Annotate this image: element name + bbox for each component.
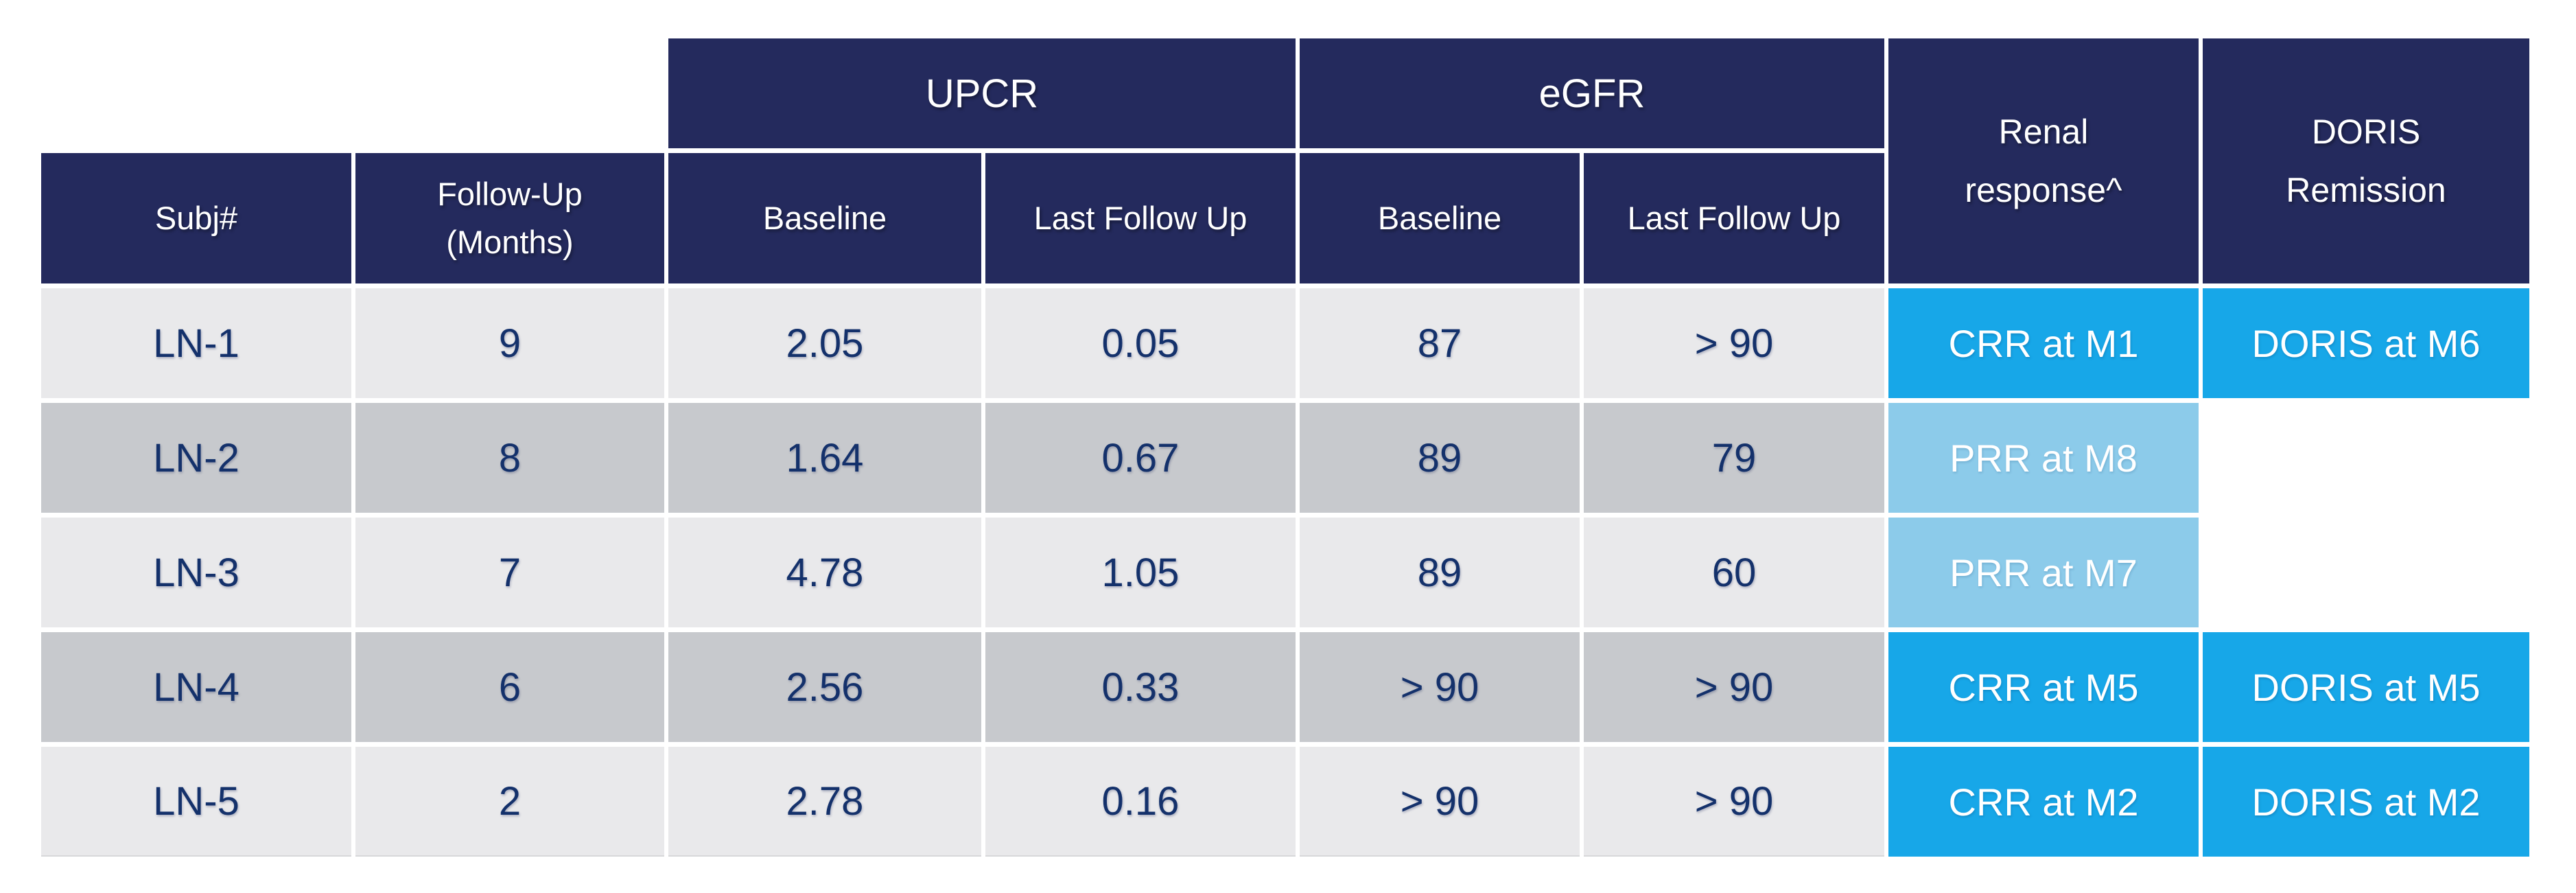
outcomes-table: UPCR eGFR Renal response^ DORIS Remissio… — [41, 38, 2529, 857]
renal-response-header: Renal response^ — [1888, 38, 2199, 283]
subj-cell: LN-3 — [41, 518, 351, 627]
upcr-baseline-cell: 4.78 — [668, 518, 981, 627]
doris-remission-header-line1: DORIS — [2311, 112, 2421, 151]
renal-response-cell: CRR at M2 — [1888, 747, 2199, 857]
egfr-lastfu-cell: 79 — [1584, 403, 1884, 513]
upcr-lastfu-header: Last Follow Up — [985, 153, 1296, 283]
upcr-baseline-cell: 2.56 — [668, 632, 981, 742]
upcr-lastfu-cell: 0.16 — [985, 747, 1296, 857]
upcr-baseline-cell: 2.78 — [668, 747, 981, 857]
egfr-baseline-cell: 87 — [1300, 288, 1580, 398]
months-cell: 2 — [355, 747, 664, 857]
renal-response-cell: CRR at M5 — [1888, 632, 2199, 742]
subj-header: Subj# — [41, 153, 351, 283]
subj-cell: LN-1 — [41, 288, 351, 398]
doris-cell: DORIS at M5 — [2203, 632, 2529, 742]
renal-response-cell: PRR at M7 — [1888, 518, 2199, 627]
upcr-group-header: UPCR — [668, 38, 1296, 148]
egfr-lastfu-cell: > 90 — [1584, 288, 1884, 398]
upcr-lastfu-cell: 0.05 — [985, 288, 1296, 398]
egfr-lastfu-header: Last Follow Up — [1584, 153, 1884, 283]
upcr-baseline-cell: 2.05 — [668, 288, 981, 398]
subj-cell: LN-2 — [41, 403, 351, 513]
egfr-group-header: eGFR — [1300, 38, 1884, 148]
egfr-baseline-cell: 89 — [1300, 403, 1580, 513]
doris-cell: DORIS at M6 — [2203, 288, 2529, 398]
followup-header-line1: Follow-Up — [437, 175, 583, 212]
egfr-baseline-cell: > 90 — [1300, 632, 1580, 742]
followup-header-line2: (Months) — [446, 224, 574, 260]
months-cell: 6 — [355, 632, 664, 742]
doris-remission-header: DORIS Remission — [2203, 38, 2529, 283]
upcr-baseline-header: Baseline — [668, 153, 981, 283]
egfr-baseline-cell: > 90 — [1300, 747, 1580, 857]
egfr-baseline-cell: 89 — [1300, 518, 1580, 627]
months-cell: 8 — [355, 403, 664, 513]
upcr-lastfu-cell: 0.67 — [985, 403, 1296, 513]
subj-cell: LN-5 — [41, 747, 351, 857]
egfr-lastfu-cell: > 90 — [1584, 632, 1884, 742]
renal-response-cell: PRR at M8 — [1888, 403, 2199, 513]
doris-cell — [2203, 518, 2529, 627]
upcr-lastfu-cell: 0.33 — [985, 632, 1296, 742]
doris-cell — [2203, 403, 2529, 513]
egfr-lastfu-cell: 60 — [1584, 518, 1884, 627]
egfr-lastfu-cell: > 90 — [1584, 747, 1884, 857]
renal-response-header-line2: response^ — [1965, 170, 2122, 209]
renal-response-header-line1: Renal — [1998, 112, 2089, 151]
doris-remission-header-line2: Remission — [2286, 170, 2446, 209]
renal-response-cell: CRR at M1 — [1888, 288, 2199, 398]
months-cell: 7 — [355, 518, 664, 627]
followup-header: Follow-Up (Months) — [355, 153, 664, 283]
upcr-lastfu-cell: 1.05 — [985, 518, 1296, 627]
subj-cell: LN-4 — [41, 632, 351, 742]
months-cell: 9 — [355, 288, 664, 398]
upcr-baseline-cell: 1.64 — [668, 403, 981, 513]
doris-cell: DORIS at M2 — [2203, 747, 2529, 857]
egfr-baseline-header: Baseline — [1300, 153, 1580, 283]
